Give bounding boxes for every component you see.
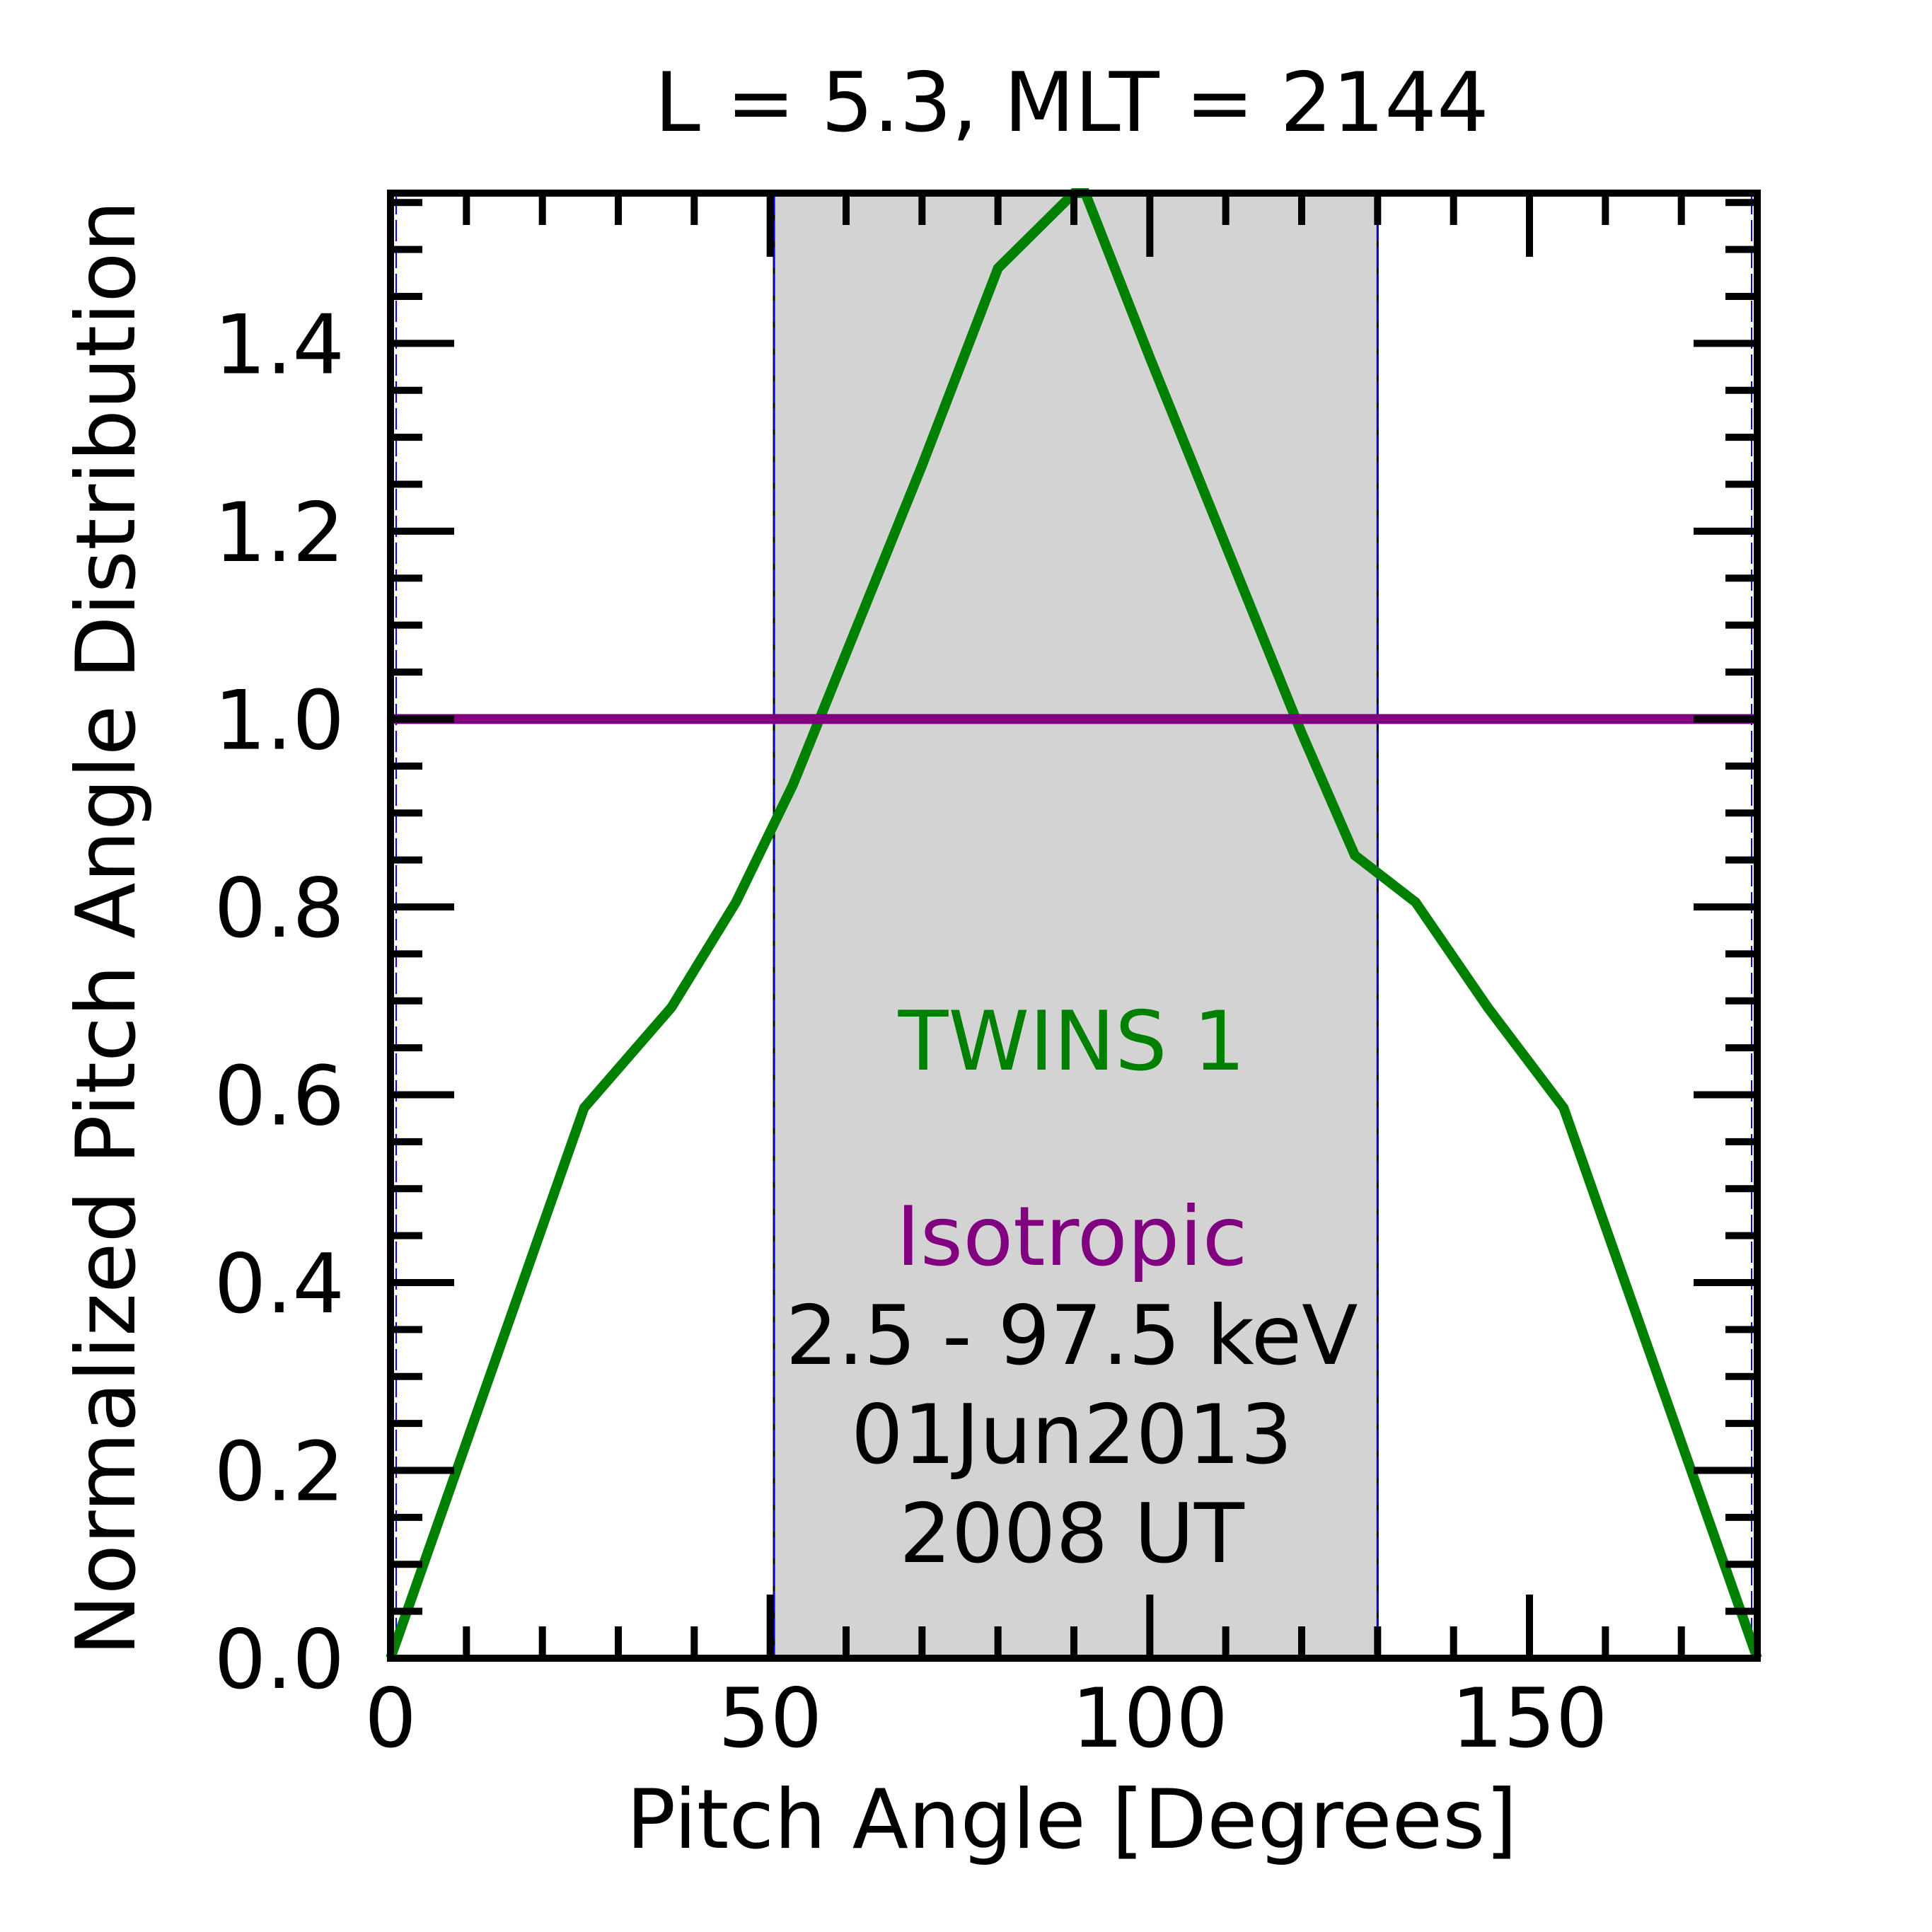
y-tick-label: 1.4 bbox=[214, 297, 345, 393]
chart-title: L = 5.3, MLT = 2144 bbox=[654, 55, 1489, 151]
y-tick-label: 0.6 bbox=[214, 1048, 345, 1144]
y-tick-label: 0.2 bbox=[214, 1424, 345, 1520]
isotropic-annotation: Isotropic bbox=[896, 1189, 1248, 1285]
twins-annotation: TWINS 1 bbox=[898, 994, 1246, 1089]
time-annotation: 2008 UT bbox=[899, 1486, 1245, 1582]
energy-range-annotation: 2.5 - 97.5 keV bbox=[786, 1288, 1358, 1384]
x-tick-label: 100 bbox=[1072, 1671, 1228, 1766]
x-tick-label: 50 bbox=[718, 1671, 823, 1766]
y-tick-label: 0.4 bbox=[214, 1237, 345, 1332]
y-tick-label: 1.2 bbox=[214, 485, 345, 581]
date-annotation: 01Jun2013 bbox=[851, 1387, 1292, 1483]
y-tick-label: 0.0 bbox=[214, 1612, 345, 1708]
y-tick-label: 0.8 bbox=[214, 861, 345, 956]
plot-frame bbox=[387, 190, 1761, 1662]
x-tick-label: 150 bbox=[1451, 1671, 1607, 1766]
shaded-region bbox=[774, 193, 1378, 1658]
x-axis-label: Pitch Angle [Degrees] bbox=[626, 1772, 1517, 1868]
y-axis-label: Normalized Pitch Angle Distribution bbox=[59, 200, 154, 1656]
x-tick-label: 0 bbox=[364, 1671, 417, 1766]
y-tick-label: 1.0 bbox=[214, 673, 345, 768]
